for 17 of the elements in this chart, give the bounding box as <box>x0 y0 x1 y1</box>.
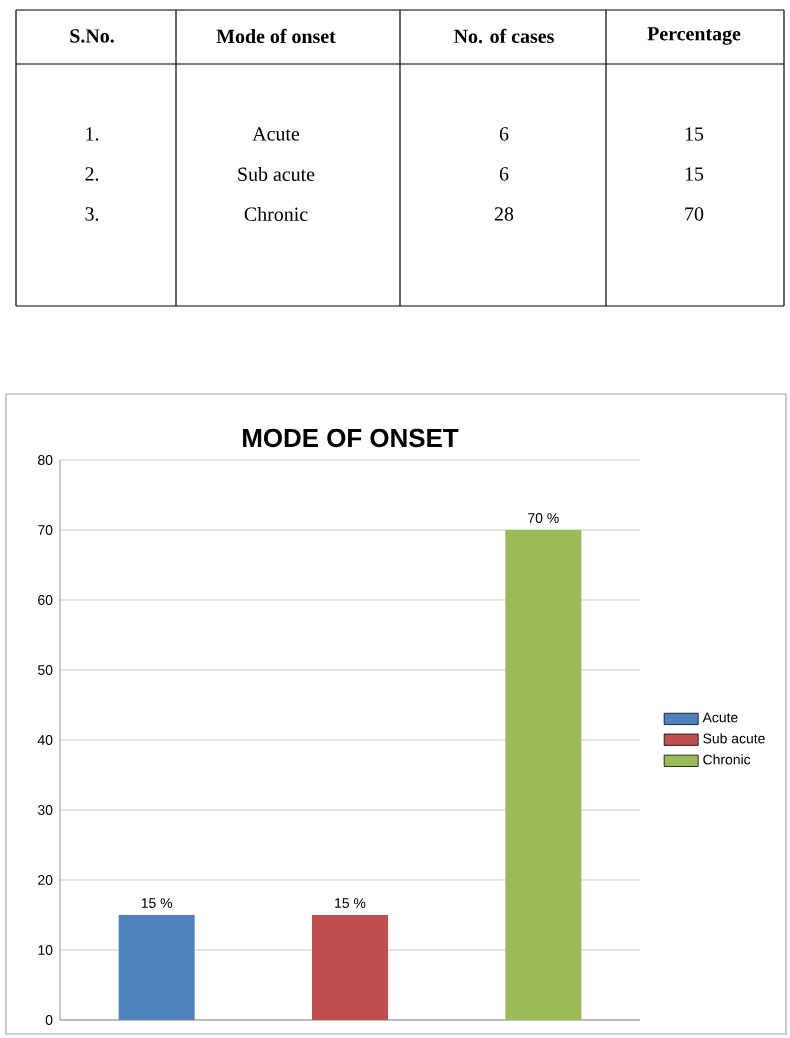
text: Sub acute <box>238 166 315 181</box>
text: 15 <box>685 167 704 181</box>
text: 28 <box>494 207 514 221</box>
text: S.No. <box>70 29 114 43</box>
text: 2. <box>85 167 99 181</box>
text: Acute <box>252 127 300 141</box>
text: 6 <box>499 127 509 141</box>
text: 15 <box>685 127 704 141</box>
text: Percentage <box>647 27 741 45</box>
text: Chronic <box>244 206 308 221</box>
text: Mode of onset <box>216 28 336 44</box>
text: 70 <box>685 207 704 221</box>
text: 6 <box>499 167 509 181</box>
text: 1. <box>86 127 99 141</box>
chart-title: MODE OF ONSET <box>243 428 459 448</box>
text: No. of cases <box>454 28 554 44</box>
text: 3. <box>85 207 99 221</box>
